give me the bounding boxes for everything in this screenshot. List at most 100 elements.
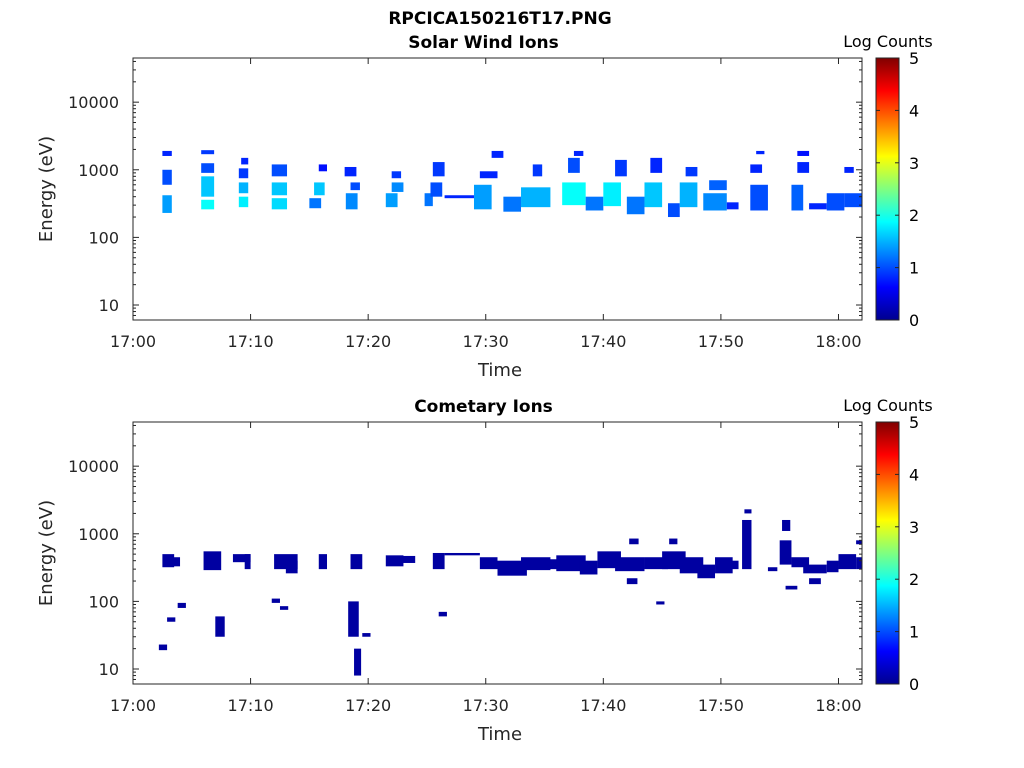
heatmap-cell bbox=[573, 150, 584, 156]
heatmap-cell bbox=[424, 193, 433, 207]
y-tick-label: 100 bbox=[88, 228, 119, 247]
x-tick-label: 17:00 bbox=[110, 332, 156, 351]
heatmap-cell bbox=[318, 164, 328, 172]
heatmap-cell bbox=[629, 538, 639, 545]
heatmap-cell bbox=[385, 555, 404, 567]
colorbar-tick-label: 1 bbox=[909, 623, 919, 642]
heatmap-cell bbox=[744, 509, 752, 514]
heatmap-cell bbox=[809, 578, 821, 585]
figure-title: RPCICA150216T17.PNG bbox=[388, 9, 611, 29]
heatmap-cell bbox=[479, 557, 498, 570]
colorbar-label: Log Counts bbox=[843, 396, 933, 415]
x-tick-label: 17:10 bbox=[228, 332, 274, 351]
heatmap-cell bbox=[767, 567, 778, 572]
heatmap-cell bbox=[791, 557, 810, 568]
y-axis-label: Energy (eV) bbox=[36, 136, 57, 242]
heatmap-cell bbox=[271, 164, 288, 177]
heatmap-cell bbox=[201, 176, 215, 197]
colorbar-tick-label: 0 bbox=[909, 675, 919, 694]
heatmap-cell bbox=[826, 560, 839, 573]
heatmap-cell bbox=[497, 560, 527, 576]
x-tick-label: 17:20 bbox=[345, 696, 391, 715]
heatmap-cell bbox=[615, 159, 627, 177]
heatmap-cell bbox=[271, 198, 288, 210]
heatmap-cell bbox=[667, 203, 680, 218]
plot-area bbox=[132, 57, 863, 321]
x-tick-label: 17:40 bbox=[580, 696, 626, 715]
heatmap-cell bbox=[756, 150, 765, 155]
heatmap-cell bbox=[238, 182, 249, 194]
x-tick-label: 17:10 bbox=[228, 696, 274, 715]
y-axis-label: Energy (eV) bbox=[36, 500, 57, 606]
y-tick-label: 1000 bbox=[78, 525, 119, 544]
y-tick-label: 10000 bbox=[68, 93, 119, 112]
heatmap-cell bbox=[679, 182, 698, 208]
colorbar-tick-label: 5 bbox=[909, 413, 919, 432]
x-tick-label: 17:00 bbox=[110, 696, 156, 715]
colorbar bbox=[875, 57, 900, 321]
x-tick-label: 17:30 bbox=[463, 696, 509, 715]
heatmap-cell bbox=[709, 180, 727, 191]
heatmap-cell bbox=[271, 598, 280, 603]
heatmap-cell bbox=[726, 202, 739, 210]
x-tick-label: 17:40 bbox=[580, 332, 626, 351]
heatmap-cell bbox=[615, 557, 645, 572]
y-tick-label: 100 bbox=[88, 592, 119, 611]
heatmap-cell bbox=[750, 184, 768, 211]
plot-area bbox=[132, 421, 863, 685]
heatmap-cell bbox=[162, 195, 172, 213]
heatmap-cell bbox=[562, 182, 586, 206]
colorbar-label: Log Counts bbox=[843, 32, 933, 51]
x-axis-label: Time bbox=[477, 360, 522, 381]
heatmap-cell bbox=[238, 168, 249, 179]
heatmap-cell bbox=[782, 519, 791, 531]
heatmap-cell bbox=[430, 182, 443, 197]
heatmap-cell bbox=[726, 560, 739, 570]
panel-title: Solar Wind Ions bbox=[408, 33, 559, 53]
heatmap-cell bbox=[568, 157, 580, 173]
colorbar-tick-label: 0 bbox=[909, 311, 919, 330]
heatmap-cell bbox=[797, 162, 810, 173]
cometary-panel: Cometary Ions 17:00 17:10 17:20 17:30 17:40 17… bbox=[36, 396, 933, 745]
colorbar-tick-label: 3 bbox=[909, 154, 919, 173]
panel-title: Cometary Ions bbox=[414, 397, 553, 417]
heatmap-cell bbox=[491, 150, 504, 158]
solar-wind-panel: Solar Wind Ions 17:00 17:10 17:20 17:30 17:40… bbox=[36, 32, 933, 381]
heatmap-cell bbox=[838, 554, 857, 570]
heatmap-cell bbox=[238, 196, 249, 208]
heatmap-cell bbox=[345, 193, 358, 210]
heatmap-cell bbox=[644, 557, 668, 570]
heatmap-cell bbox=[244, 554, 251, 570]
heatmap-cell bbox=[656, 601, 665, 605]
heatmap-cell bbox=[444, 552, 480, 556]
x-tick-label: 18:00 bbox=[815, 696, 861, 715]
heatmap-cell bbox=[444, 195, 474, 199]
heatmap-cell bbox=[201, 199, 215, 210]
x-tick-label: 17:50 bbox=[698, 696, 744, 715]
heatmap-cell bbox=[479, 171, 498, 179]
heatmap-cell bbox=[856, 540, 862, 545]
heatmap-cell bbox=[809, 203, 827, 210]
colorbar-tick-label: 2 bbox=[909, 570, 919, 589]
heatmap-cell bbox=[473, 184, 492, 210]
y-tick-label: 10 bbox=[99, 660, 119, 679]
colorbar-tick-label: 3 bbox=[909, 518, 919, 537]
heatmap-cell bbox=[362, 633, 371, 637]
heatmap-cell bbox=[750, 164, 763, 173]
heatmap-cell bbox=[158, 644, 168, 651]
x-tick-label: 17:20 bbox=[345, 332, 391, 351]
heatmap-cell bbox=[279, 606, 289, 610]
heatmap-cell bbox=[285, 560, 298, 574]
heatmap-cell bbox=[350, 182, 360, 191]
heatmap-cell bbox=[241, 157, 249, 165]
heatmap-cell bbox=[167, 617, 176, 622]
heatmap-cell bbox=[215, 616, 225, 637]
heatmap-cell bbox=[826, 193, 845, 211]
y-tick-label: 1000 bbox=[78, 161, 119, 180]
heatmap-cell bbox=[203, 551, 222, 571]
heatmap-cell bbox=[318, 554, 328, 570]
heatmap-cell bbox=[703, 193, 727, 211]
colorbar-tick-label: 2 bbox=[909, 206, 919, 225]
colorbar-tick-label: 5 bbox=[909, 49, 919, 68]
x-axis-label: Time bbox=[477, 724, 522, 745]
